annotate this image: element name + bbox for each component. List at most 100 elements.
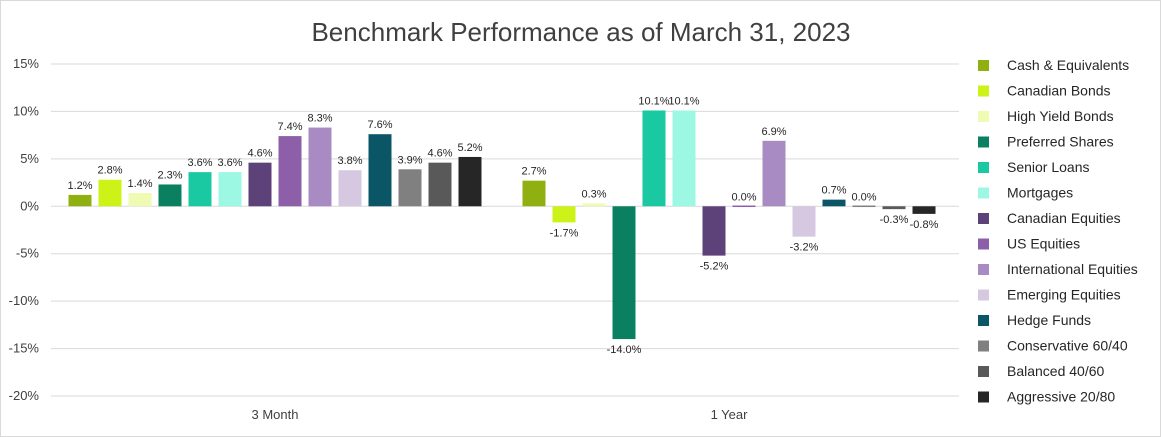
legend-swatch [978,85,989,97]
bar [552,206,576,223]
bar [792,206,816,237]
legend-label: Emerging Equities [1007,287,1121,303]
bar [278,136,302,207]
bar [218,172,242,207]
data-label: 7.6% [367,119,392,131]
bar [702,206,726,256]
data-label: -14.0% [607,344,642,356]
bar [732,205,756,208]
gridlines [51,63,959,397]
legend-swatch [978,162,989,173]
bar [248,162,272,207]
legend-label: International Equities [1007,261,1138,277]
bar [672,110,696,207]
y-tick-label: -15% [9,341,40,356]
bar [338,170,362,207]
y-axis-tick-labels: 15% 10% 5% 0% -5% -10% -15% -20% [9,56,40,403]
legend-swatch [978,111,989,122]
legend-swatch [978,238,989,250]
data-label: 5.2% [457,142,482,154]
legend-label: Senior Loans [1007,159,1090,175]
legend-swatch [978,60,989,71]
data-label: 2.8% [97,165,122,177]
bar [522,180,546,207]
y-tick-label: 15% [13,56,39,71]
legend-swatch [978,340,989,352]
data-label: 2.7% [521,166,546,178]
bar [428,162,452,207]
bar [882,206,906,210]
y-tick-label: -10% [9,293,40,308]
data-label: 1.2% [67,180,92,192]
legend-label: Cash & Equivalents [1007,57,1129,73]
y-tick-label: -20% [9,388,40,403]
legend-swatch [978,213,989,224]
bar [612,206,636,340]
bar [308,127,332,207]
bar [128,193,152,207]
x-axis-category-labels: 3 Month 1 Year [252,407,749,422]
bar [582,203,606,207]
bar [642,110,666,207]
bar [398,169,422,207]
bar [458,156,482,207]
data-label: 3.9% [397,154,422,166]
bars [68,110,936,340]
category-label: 1 Year [711,407,749,422]
bar [68,194,92,207]
legend-label: Conservative 60/40 [1007,338,1128,354]
data-label: -0.3% [880,214,909,226]
data-label: 0.0% [731,191,756,203]
legend-swatch [978,136,989,148]
data-labels: 1.2% 2.8% 1.4% 2.3% 3.6% 3.6% 4.6% 7.4% 8.3% 3.8%… [67,95,938,356]
bar [912,206,936,214]
y-tick-label: 0% [20,198,39,213]
data-label: 8.3% [307,113,332,125]
data-label: 1.4% [127,178,152,190]
legend-label: Hedge Funds [1007,312,1091,328]
legend-label: Preferred Shares [1007,134,1114,150]
data-label: 0.3% [581,188,606,200]
data-label: 7.4% [277,121,302,133]
data-label: -1.7% [550,227,579,239]
data-label: -5.2% [700,261,729,273]
legend-label: Balanced 40/60 [1007,363,1105,379]
bar [852,205,876,208]
legend-swatch [978,289,989,301]
data-label: 10.1% [638,95,669,107]
data-label: 0.7% [821,185,846,197]
data-label: 2.3% [157,169,182,181]
bar [368,134,392,207]
data-label: -3.2% [790,242,819,254]
legend-label: High Yield Bonds [1007,108,1114,124]
data-label: 3.6% [187,157,212,169]
data-label: 4.6% [247,148,272,160]
legend-label: Canadian Bonds [1007,83,1111,99]
legend-swatch [978,187,989,199]
data-label: 0.0% [851,191,876,203]
data-label: 4.6% [427,148,452,160]
legend-label: Canadian Equities [1007,210,1121,226]
data-label: 6.9% [761,126,786,138]
bar [98,179,122,207]
data-label: -0.8% [910,219,939,231]
bar [762,140,786,207]
chart-title: Benchmark Performance as of March 31, 20… [311,17,850,47]
bar [188,172,212,207]
bar [822,199,846,207]
legend-swatch [978,366,989,377]
data-label: 10.1% [668,95,699,107]
y-tick-label: 10% [13,103,39,118]
bar [158,184,182,207]
legend-swatch [978,315,989,326]
legend-label: US Equities [1007,236,1080,252]
legend-label: Aggressive 20/80 [1007,389,1115,405]
y-tick-label: -5% [16,246,40,261]
data-label: 3.8% [337,155,362,167]
legend: Cash & Equivalents Canadian Bonds High Yie… [978,57,1138,405]
legend-swatch [978,264,989,275]
legend-label: Mortgages [1007,185,1073,201]
data-label: 3.6% [217,157,242,169]
